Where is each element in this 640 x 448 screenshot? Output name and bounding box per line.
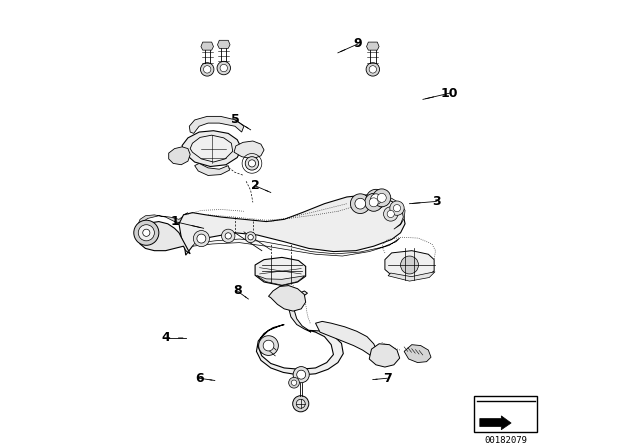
Circle shape xyxy=(193,231,209,247)
Text: 7: 7 xyxy=(383,372,392,385)
Circle shape xyxy=(351,194,370,214)
Circle shape xyxy=(293,366,309,383)
Polygon shape xyxy=(316,321,378,359)
Polygon shape xyxy=(218,40,230,48)
Text: 3: 3 xyxy=(432,195,441,208)
Circle shape xyxy=(289,377,300,388)
Polygon shape xyxy=(193,238,399,256)
Circle shape xyxy=(221,229,235,243)
Polygon shape xyxy=(360,196,405,229)
Polygon shape xyxy=(257,324,343,375)
Polygon shape xyxy=(190,135,233,162)
Text: 8: 8 xyxy=(233,284,241,297)
Polygon shape xyxy=(257,275,305,285)
Circle shape xyxy=(365,194,383,211)
Text: 5: 5 xyxy=(230,113,239,126)
Circle shape xyxy=(291,380,297,385)
Circle shape xyxy=(401,256,419,274)
Text: 10: 10 xyxy=(441,86,459,99)
Circle shape xyxy=(138,225,154,241)
Circle shape xyxy=(263,340,274,351)
Circle shape xyxy=(204,66,211,73)
Circle shape xyxy=(296,399,305,408)
Text: 1: 1 xyxy=(170,215,179,228)
Circle shape xyxy=(297,370,306,379)
Circle shape xyxy=(373,189,391,207)
Circle shape xyxy=(292,396,309,412)
Circle shape xyxy=(217,61,230,75)
Circle shape xyxy=(134,220,159,246)
Circle shape xyxy=(383,207,398,221)
Polygon shape xyxy=(179,195,405,255)
Polygon shape xyxy=(388,271,435,281)
Polygon shape xyxy=(255,258,306,285)
Polygon shape xyxy=(201,42,214,50)
Text: 4: 4 xyxy=(161,332,170,345)
Polygon shape xyxy=(138,213,188,232)
Circle shape xyxy=(220,65,227,72)
Circle shape xyxy=(259,336,278,355)
Circle shape xyxy=(387,211,394,218)
Circle shape xyxy=(245,232,256,243)
Bar xyxy=(474,396,537,432)
Circle shape xyxy=(366,63,380,76)
Polygon shape xyxy=(234,141,264,159)
Polygon shape xyxy=(404,345,431,362)
Text: 2: 2 xyxy=(251,179,259,192)
Polygon shape xyxy=(195,164,230,176)
Circle shape xyxy=(369,66,376,73)
Circle shape xyxy=(248,160,255,167)
Circle shape xyxy=(378,194,387,202)
Circle shape xyxy=(369,198,378,207)
Text: 9: 9 xyxy=(354,37,362,50)
Polygon shape xyxy=(269,285,306,311)
Polygon shape xyxy=(169,147,190,165)
Circle shape xyxy=(248,235,253,240)
Circle shape xyxy=(394,205,401,212)
Circle shape xyxy=(245,157,259,170)
Circle shape xyxy=(200,63,214,76)
Polygon shape xyxy=(369,344,399,367)
Text: 6: 6 xyxy=(195,372,204,385)
Circle shape xyxy=(143,229,150,237)
Circle shape xyxy=(371,194,381,205)
Circle shape xyxy=(366,190,386,209)
Polygon shape xyxy=(367,42,379,50)
Polygon shape xyxy=(189,116,244,134)
Circle shape xyxy=(225,233,232,239)
Circle shape xyxy=(197,234,206,243)
Polygon shape xyxy=(138,222,190,254)
Polygon shape xyxy=(182,131,242,167)
Polygon shape xyxy=(289,291,311,332)
Circle shape xyxy=(355,198,365,209)
Circle shape xyxy=(390,201,404,215)
Text: 00182079: 00182079 xyxy=(484,436,527,445)
Polygon shape xyxy=(480,416,511,430)
Polygon shape xyxy=(385,251,434,280)
